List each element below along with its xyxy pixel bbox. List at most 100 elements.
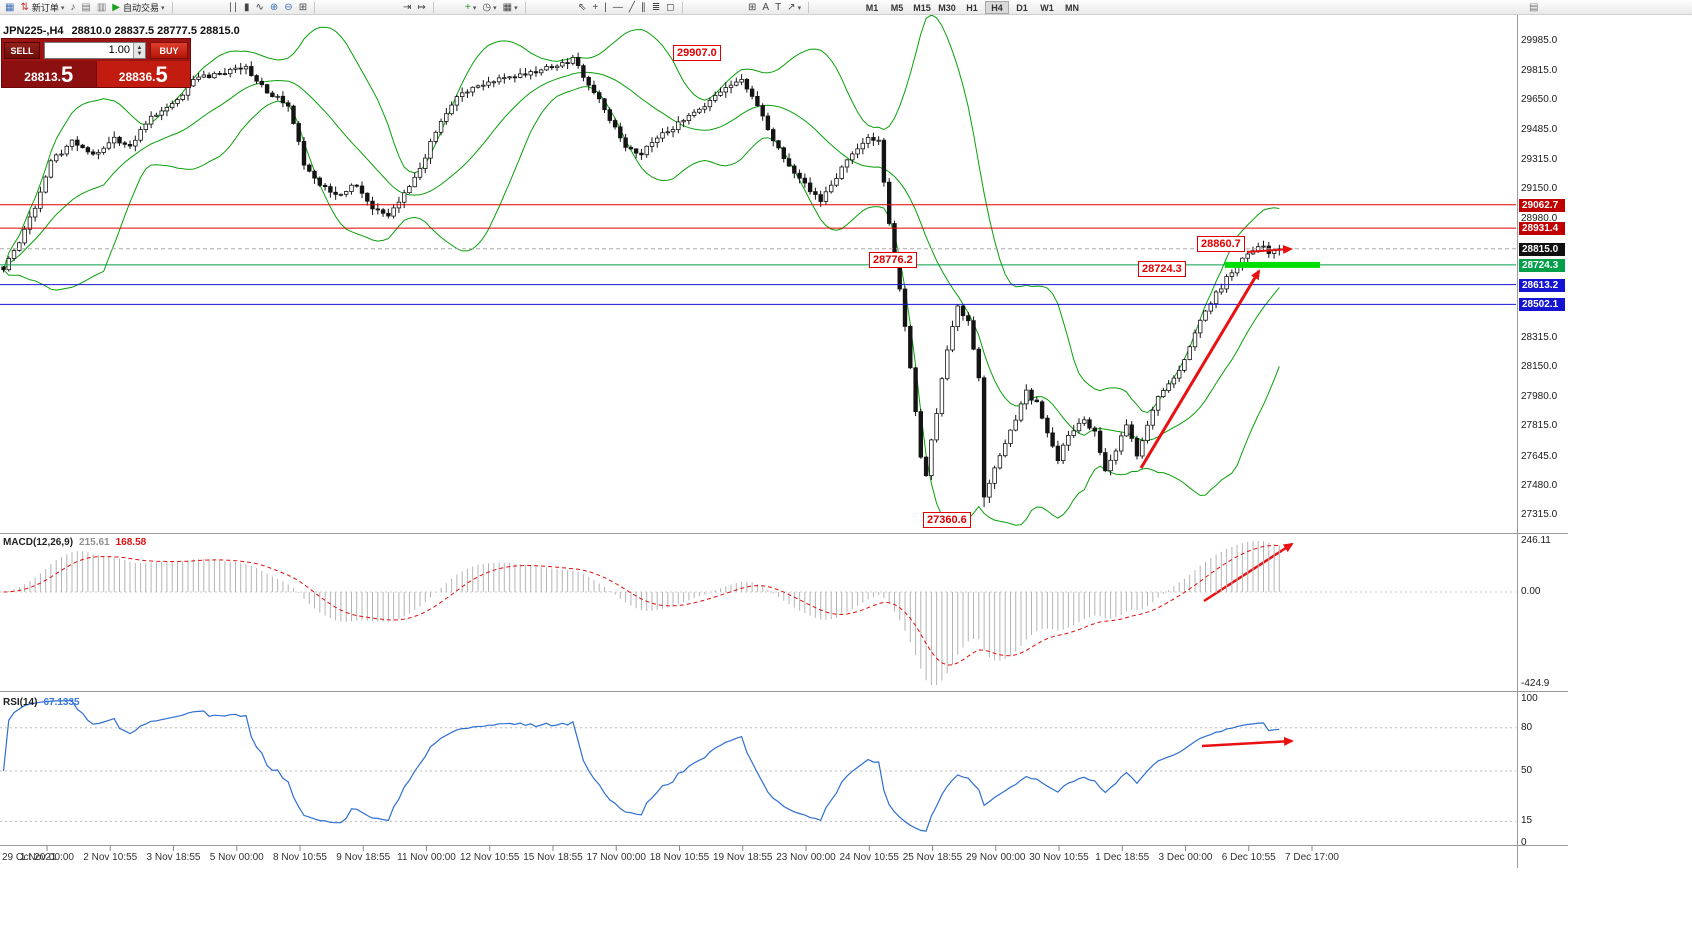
line-chart-icon-glyph: ∿ (255, 2, 264, 13)
tile-windows-icon[interactable]: ⊞ (297, 1, 309, 14)
timeframe-button-d1[interactable]: D1 (1016, 2, 1028, 13)
zoom-out-icon[interactable]: ⊖ (282, 1, 294, 14)
buy-price[interactable]: 28836. 5 (96, 61, 190, 87)
price-tick-label: 246.11 (1521, 535, 1551, 546)
crosshair-icon[interactable]: + (590, 1, 600, 14)
channel-icon[interactable]: ∥ (639, 1, 648, 14)
market-watch-icon[interactable]: ▤ (79, 1, 92, 14)
vertical-line-icon[interactable]: | (602, 1, 609, 14)
price-tick-label: 27480.0 (1521, 479, 1558, 491)
sell-price[interactable]: 28813. 5 (2, 61, 97, 87)
chart-title: JPN225-,H4 28810.0 28837.5 28777.5 28815.… (3, 25, 240, 37)
auto-scroll-icon[interactable]: ⇥ (401, 1, 413, 14)
macd-panel-layer[interactable] (0, 541, 1516, 685)
price-tick-label: 29315.0 (1521, 153, 1558, 165)
time-axis-label: 29 Nov 00:00 (966, 852, 1026, 863)
shapes-icon[interactable]: ◻ (664, 1, 676, 14)
timeframe-button-h1[interactable]: H1 (966, 2, 978, 13)
rsi-panel-layer[interactable] (0, 699, 1516, 832)
volume-spinner[interactable]: ▲ ▼ (133, 43, 145, 58)
trendline-icon[interactable]: ╱ (627, 1, 637, 14)
toolbar-grip-icon[interactable]: ▤ (1529, 2, 1539, 13)
price-tick-label: -424.9 (1521, 678, 1550, 689)
symbol-timeframe: JPN225-,H4 (3, 25, 64, 37)
buy-button[interactable]: BUY (150, 42, 188, 59)
macd-name: MACD(12,26,9) (3, 537, 74, 548)
templates-icon[interactable]: ▦ ▾ (501, 1, 520, 14)
volume-up-icon[interactable]: ▲ (136, 44, 143, 51)
one-click-trading-panel: SELL 1.00 ▲ ▼ BUY 28813. 5 28836. 5 (1, 38, 191, 88)
price-level-label: 28931.4 (1519, 222, 1565, 236)
time-axis-label: 3 Nov 18:55 (146, 852, 201, 863)
timeframe-button-mn[interactable]: MN (1065, 2, 1079, 13)
price-tick-label: 100 (1521, 693, 1538, 704)
price-tick-label: 50 (1521, 765, 1533, 776)
price-tick-label: 27980.0 (1521, 391, 1558, 403)
time-axis-label: 12 Nov 10:55 (460, 852, 520, 863)
volume-input[interactable]: 1.00 ▲ ▼ (44, 42, 146, 59)
channel-icon-glyph: ∥ (640, 2, 646, 13)
arrows-tool-icon[interactable]: ↗ ▾ (785, 1, 803, 14)
arrows-tool-icon-glyph: ↗ (787, 2, 796, 13)
chevron-down-icon: ▾ (493, 4, 497, 12)
main-chart-layer[interactable] (0, 14, 1516, 526)
toolbar-separator (524, 2, 526, 13)
text-label-icon[interactable]: A (760, 1, 771, 14)
chevron-down-icon: ▾ (514, 4, 518, 12)
price-callout: 29907.0 (673, 45, 721, 61)
bollinger-upper-line (3, 14, 1280, 414)
chart-shift-icon[interactable]: ↦ (415, 1, 427, 14)
grid-icon[interactable]: ⊞ (746, 1, 758, 14)
autotrading-button[interactable]: ▶ 自动交易 ▾ (110, 1, 166, 14)
price-axis[interactable]: 29985.0 29815.0 29650.0 29485.0 29315.0 29150… (1519, 0, 1581, 870)
volume-value[interactable]: 1.00 (108, 44, 130, 56)
macd-value: 215.61 (79, 537, 110, 548)
toolbar-group: ⊞ A T ↗ ▾ (745, 0, 810, 15)
price-tick-label: 27815.0 (1521, 420, 1558, 432)
chevron-down-icon: ▾ (161, 4, 165, 12)
data-window-icon[interactable]: ▥ (95, 1, 108, 14)
toolbar-group: ∣∣ ▮ ∿ ⊕ ⊖ ⊞ (225, 0, 316, 15)
bar-chart-icon[interactable]: ∣∣ (226, 1, 240, 14)
horizontal-line-icon[interactable]: ― (611, 1, 625, 14)
support-zone-bar[interactable] (1225, 261, 1320, 268)
toolbar-group: ⇖ + | ― ╱ ∥ ≣ ◻ (575, 0, 683, 15)
timeframe-button-h4[interactable]: H4 (985, 1, 1009, 14)
rsi-line (2, 699, 1280, 832)
volume-down-icon[interactable]: ▼ (136, 50, 143, 57)
sound-icon[interactable]: ♪ (68, 1, 77, 14)
time-axis-label: 15 Nov 18:55 (523, 852, 583, 863)
timeframe-button-w1[interactable]: W1 (1040, 2, 1054, 13)
indicators-icon[interactable]: + ▾ (463, 1, 478, 14)
timeframe-button-m15[interactable]: M15 (913, 2, 931, 13)
trend-arrow[interactable] (1139, 269, 1261, 469)
timeframe-button-m1[interactable]: M1 (865, 2, 879, 13)
text-icon[interactable]: T (773, 1, 783, 14)
macd-signal-line (3, 544, 1280, 666)
line-chart-icon[interactable]: ∿ (254, 1, 266, 14)
fibonacci-icon[interactable]: ≣ (650, 1, 662, 14)
templates-icon-glyph: ▦ (502, 2, 513, 13)
cursor-icon[interactable]: ⇖ (576, 1, 588, 14)
zoom-in-icon[interactable]: ⊕ (268, 1, 280, 14)
new-order-button[interactable]: ⇅ 新订单 ▾ (18, 1, 66, 14)
periods-icon[interactable]: ◷ ▾ (480, 1, 498, 14)
autotrading-button-glyph: ▶ (112, 2, 120, 13)
timeframe-button-m5[interactable]: M5 (890, 2, 904, 13)
timeframe-button-m30[interactable]: M30 (938, 2, 956, 13)
sell-button[interactable]: SELL (4, 42, 40, 59)
toolbar-group: ⇥ ↦ (400, 0, 434, 15)
toolbar-separator (432, 2, 434, 13)
time-axis-label: 5 Nov 00:00 (209, 852, 264, 863)
price-tick-label: 29150.0 (1521, 183, 1558, 195)
indicators-icon-glyph: + (465, 2, 471, 13)
time-axis[interactable]: 29 Oct 2021 1 Nov 00:00 2 Nov 10:55 3 Nov 1… (0, 852, 1560, 868)
breakout-arrow[interactable] (1246, 245, 1293, 255)
toolbar-separator (314, 2, 316, 13)
rsi-arrow[interactable] (1201, 736, 1294, 748)
candle-chart-icon[interactable]: ▮ (242, 1, 252, 14)
price-tick-label: 0 (1521, 837, 1527, 848)
chart-shortcut-icon[interactable]: ▦ (3, 1, 16, 14)
horizontal-line-icon-glyph: ― (612, 2, 623, 13)
